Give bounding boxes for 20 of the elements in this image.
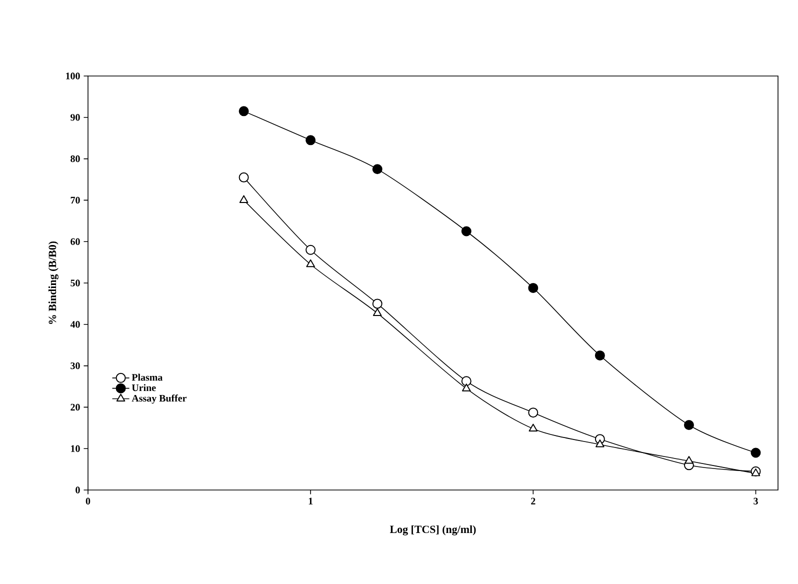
y-tick-label: 30 — [70, 362, 80, 370]
y-tick-label: 50 — [70, 280, 80, 286]
y-tick-label: 100 — [66, 72, 80, 80]
x-tick-label: 0 — [86, 498, 90, 504]
y-axis-title: % Binding (B/B0) — [48, 241, 58, 324]
y-tick-label: 40 — [70, 321, 80, 328]
x-tick-label: 1 — [308, 498, 313, 504]
y-tick-label: 10 — [71, 445, 80, 452]
x-tick-label: 3 — [754, 498, 758, 504]
y-tick-label: 70 — [70, 196, 80, 204]
y-tick-label: 60 — [70, 238, 80, 245]
legend-label: Plasma — [132, 374, 163, 381]
y-tick-label: 90 — [70, 114, 80, 121]
y-tick-label: 0 — [76, 486, 80, 494]
legend-label: Urine — [132, 384, 156, 392]
y-tick-label: 20 — [70, 404, 80, 411]
x-tick-label: 2 — [531, 498, 536, 504]
x-axis-title: Log [TCS] (ng/ml) — [390, 525, 476, 536]
legend-label: Assay Buffer — [132, 394, 187, 404]
y-tick-label: 80 — [70, 155, 80, 162]
